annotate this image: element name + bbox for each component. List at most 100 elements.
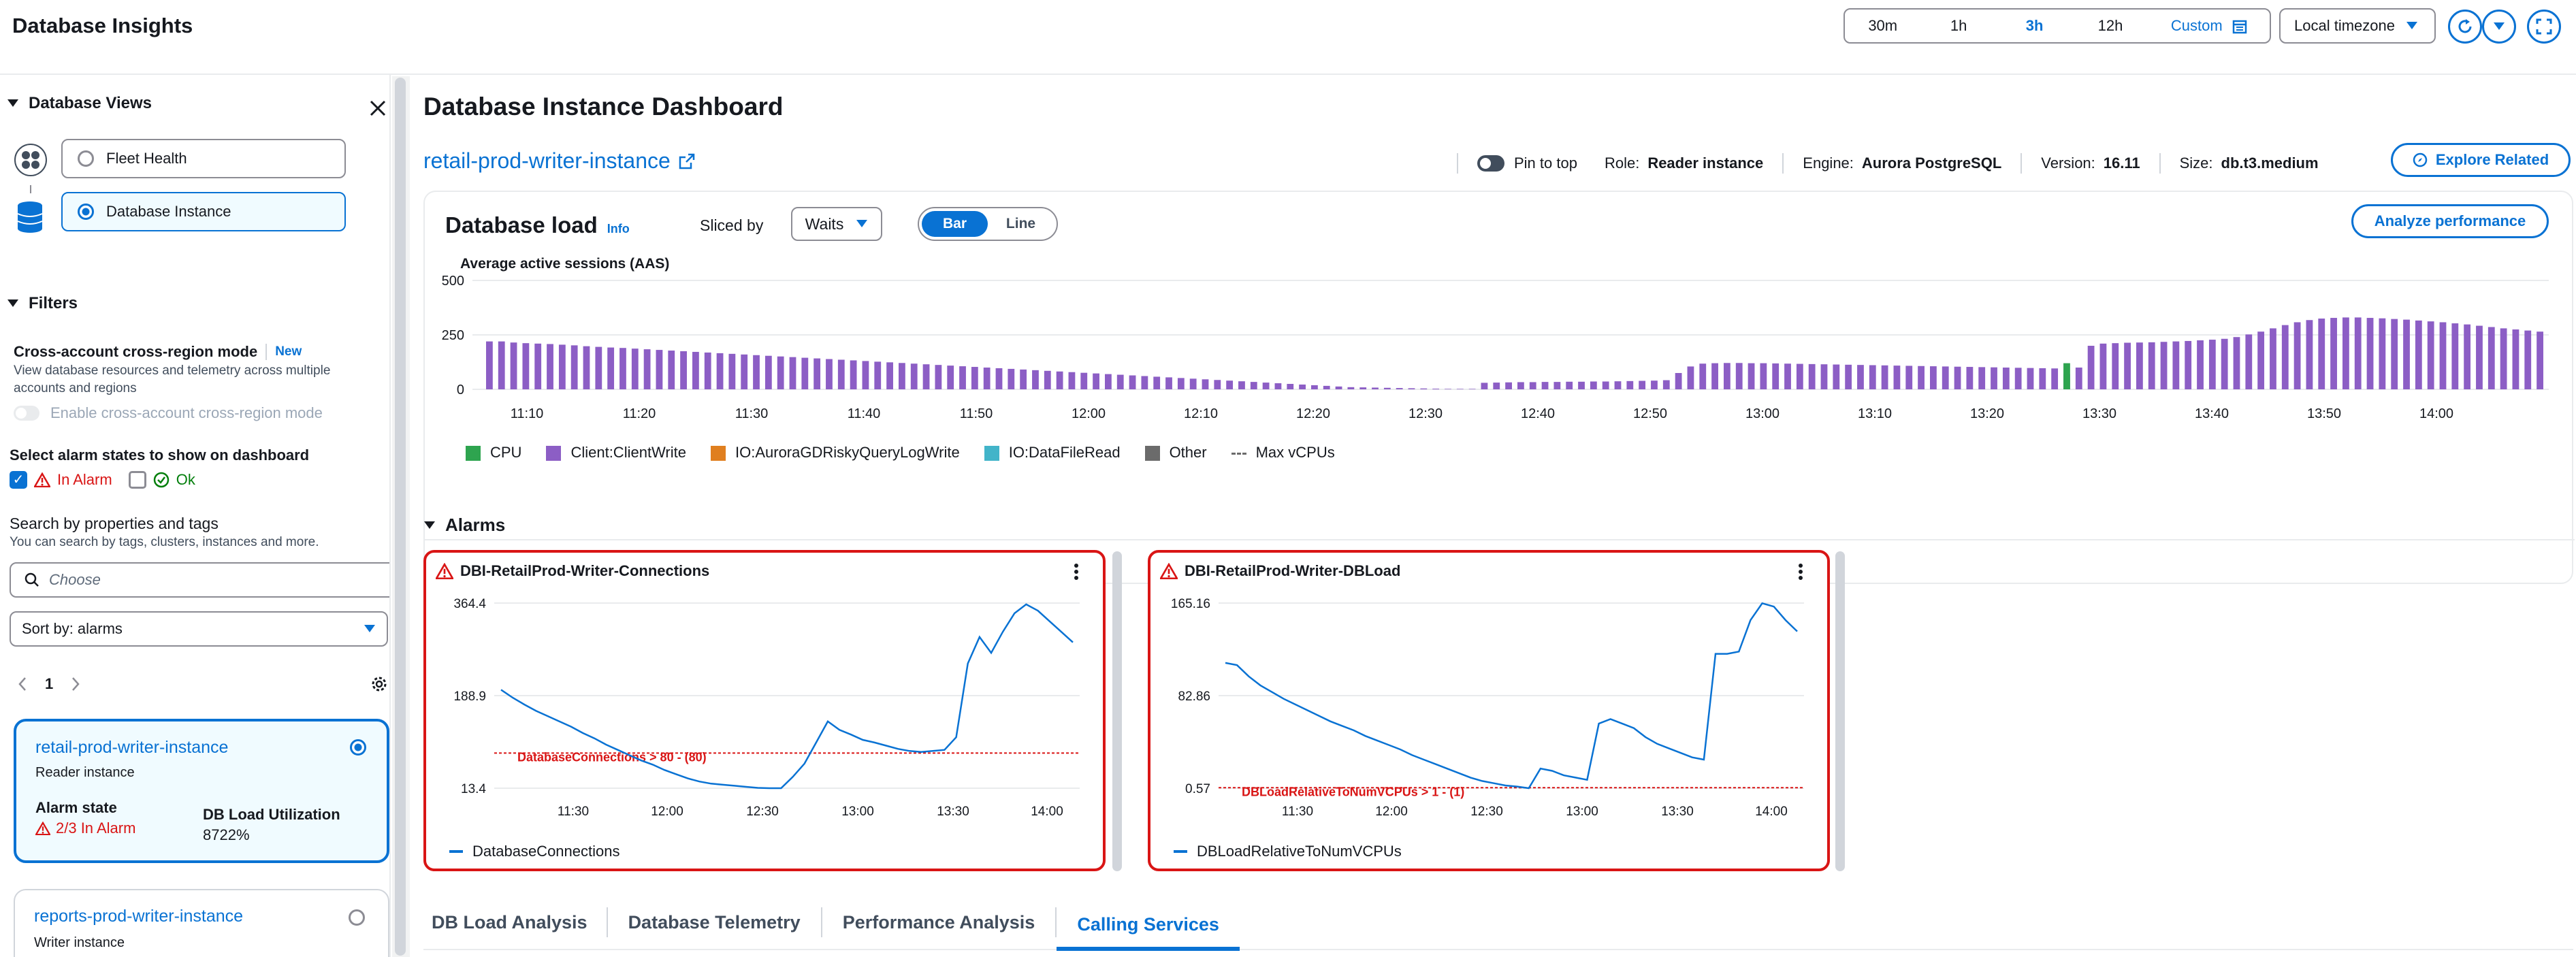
x-tick-label: 13:00 (841, 805, 874, 819)
radio-fleet-health[interactable] (78, 150, 94, 167)
legend-other[interactable]: Other (1144, 444, 1207, 461)
checkbox-ok[interactable] (128, 471, 146, 489)
bar-client-write (1918, 366, 1925, 389)
bar-client-write (2403, 319, 2410, 389)
bar-client-write (2160, 342, 2168, 389)
bar-client-write (789, 357, 796, 389)
legend-max-vcpus[interactable]: Max vCPUs (1231, 444, 1335, 461)
bar-client-write (570, 345, 578, 389)
instance-radio[interactable] (349, 909, 365, 926)
bar-client-write (692, 351, 699, 389)
tab-calling-services[interactable]: Calling Services (1057, 902, 1240, 951)
instance-name[interactable]: retail-prod-writer-instance (35, 738, 229, 757)
legend-cpu[interactable]: CPU (466, 444, 521, 461)
warning-icon (35, 822, 50, 835)
bar-client-write (837, 359, 845, 389)
refresh-button[interactable] (2448, 10, 2482, 44)
x-tick-label: 12:20 (1296, 406, 1330, 421)
search-icon (25, 572, 39, 587)
more-options-icon[interactable] (1797, 562, 1804, 581)
time-range-custom[interactable]: Custom (2148, 17, 2270, 35)
bar-client-write (1857, 365, 1864, 389)
top-header: Database Insights 30m 1h 3h 12h Custom L… (0, 0, 2576, 75)
bar-client-write (1262, 383, 1270, 389)
bar-client-write (1760, 363, 1767, 389)
legend-io-risky[interactable]: IO:AuroraGDRiskyQueryLogWrite (711, 444, 960, 461)
views-header[interactable]: Database Views (7, 94, 152, 113)
x-tick-label: 11:40 (848, 406, 881, 421)
instance-name[interactable]: reports-prod-writer-instance (34, 907, 244, 926)
time-range-12h[interactable]: 12h (2097, 17, 2123, 34)
instance-card-reports[interactable]: reports-prod-writer-instance Writer inst… (14, 889, 389, 957)
instance-link-wrap[interactable]: retail-prod-writer-instance (423, 148, 695, 174)
time-range-3h[interactable]: 3h (2025, 17, 2044, 34)
bar-client-write (1833, 364, 1840, 389)
checkbox-in-alarm[interactable]: ✓ (10, 471, 27, 489)
tab-performance-analysis[interactable]: Performance Analysis (842, 911, 1035, 932)
view-line[interactable]: Line (1005, 216, 1036, 231)
alarm-scrollbar[interactable] (1835, 551, 1845, 871)
bar-client-write (2087, 346, 2095, 389)
explore-related-button[interactable]: Explore Related (2391, 143, 2571, 177)
view-option-database-instance[interactable]: Database Instance (61, 192, 346, 231)
instance-link[interactable]: retail-prod-writer-instance (423, 148, 671, 173)
bar-client-write (2245, 334, 2253, 389)
view-option-fleet-health[interactable]: Fleet Health (61, 139, 346, 178)
bar-client-write (1566, 381, 1573, 389)
view-bar[interactable]: Bar (922, 211, 988, 237)
bar-client-write (2281, 325, 2289, 389)
filters-header[interactable]: Filters (7, 294, 78, 313)
alarm-legend: DBLoadRelativeToNumVCPUs (1174, 843, 1402, 860)
timezone-select[interactable]: Local timezone (2279, 8, 2436, 44)
time-range-30m[interactable]: 30m (1868, 17, 1898, 34)
bar-client-write (2366, 318, 2374, 389)
toggle-switch[interactable] (14, 406, 39, 421)
refresh-options-button[interactable] (2482, 10, 2516, 44)
db-load-chart: 500 250 0 11:10 11:20 11:30 11:40 11:50 12:00 12:… (442, 274, 2549, 421)
legend-client-write[interactable]: Client:ClientWrite (546, 444, 686, 461)
settings-gear-icon[interactable] (369, 674, 389, 694)
sort-select[interactable]: Sort by: alarms (10, 611, 388, 647)
fullscreen-button[interactable] (2527, 10, 2561, 44)
search-placeholder: Choose (49, 571, 101, 588)
bar-client-write (1129, 375, 1136, 389)
alarms-header[interactable]: Alarms (423, 515, 505, 536)
bar-client-write (1796, 363, 1803, 389)
bar-client-write (1991, 367, 1997, 389)
legend-label: DBLoadRelativeToNumVCPUs (1197, 843, 1402, 860)
pin-toggle[interactable] (1477, 155, 1504, 172)
search-input[interactable]: Choose (10, 562, 389, 598)
instance-card-retail[interactable]: retail-prod-writer-instance Reader insta… (14, 719, 389, 863)
external-link-icon (679, 153, 695, 169)
left-scrollbar-thumb[interactable] (395, 78, 406, 956)
sliced-by-select[interactable]: Waits (791, 207, 882, 241)
views-title: Database Views (29, 94, 152, 112)
more-options-icon[interactable] (1073, 562, 1080, 581)
bar-client-write (2451, 323, 2459, 389)
x-tick-label: 12:00 (1072, 406, 1106, 421)
time-range-1h[interactable]: 1h (1950, 17, 1967, 34)
tab-db-load-analysis[interactable]: DB Load Analysis (432, 911, 587, 932)
chevron-left-icon[interactable] (18, 677, 27, 692)
instance-role: Writer instance (34, 935, 125, 950)
caret-down-icon (7, 99, 18, 107)
cross-account-toggle[interactable]: Enable cross-account cross-region mode (14, 404, 323, 422)
radio-database-instance[interactable] (78, 204, 94, 220)
instance-radio[interactable] (350, 739, 366, 756)
chevron-right-icon[interactable] (71, 677, 80, 692)
explore-label: Explore Related (2435, 151, 2549, 168)
bar-client-write (1893, 366, 1901, 389)
check-circle-icon (153, 472, 169, 488)
page-number[interactable]: 1 (45, 675, 54, 692)
caret-down-icon (2494, 22, 2505, 30)
x-tick-label: 11:30 (1282, 805, 1313, 819)
info-link[interactable]: Info (607, 222, 630, 236)
bar-client-write (983, 368, 991, 389)
legend-io-datafile[interactable]: IO:DataFileRead (984, 444, 1121, 461)
alarm-scrollbar[interactable] (1112, 551, 1122, 871)
close-icon[interactable] (369, 99, 387, 117)
bar-client-write (1202, 379, 1209, 389)
bar-client-write (1299, 384, 1306, 389)
analyze-performance-button[interactable]: Analyze performance (2351, 204, 2549, 238)
tab-database-telemetry[interactable]: Database Telemetry (628, 911, 801, 932)
